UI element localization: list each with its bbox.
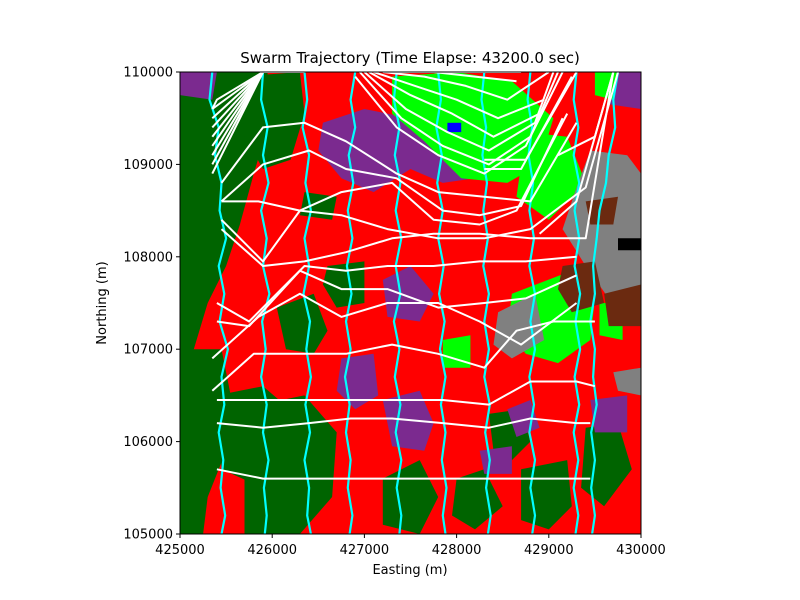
white-trajectory-0 [211, 72, 305, 110]
white-trajectory-26 [382, 72, 550, 101]
y-tick-label: 109000 [123, 158, 173, 173]
cropland-patch-35 [585, 196, 618, 225]
cyan-trajectory-9 [589, 72, 620, 534]
x-tick-label: 427000 [340, 543, 390, 558]
white-trajectory-14 [216, 255, 577, 323]
water-patch-36 [447, 122, 462, 133]
white-trajectory-25 [373, 72, 545, 120]
wetland-patch-15 [180, 72, 217, 100]
white-trajectory-24 [368, 72, 541, 138]
bare-patch-32 [613, 367, 641, 396]
white-trajectory-19 [216, 417, 591, 429]
cyan-trajectory-7 [526, 72, 537, 534]
white-trajectory-15 [216, 269, 577, 328]
x-axis-label: Easting (m) [372, 563, 447, 578]
x-tick-label: 430000 [616, 543, 666, 558]
wetland-patch-21 [590, 395, 628, 433]
grassland-patch-28 [442, 335, 471, 368]
white-trajectory-20 [216, 468, 591, 480]
x-tick-label: 426000 [247, 543, 297, 558]
plot-frame [179, 71, 642, 535]
wetland-patch-22 [479, 446, 512, 474]
y-tick-label: 107000 [123, 343, 173, 358]
y-tick-label: 105000 [123, 528, 173, 543]
cyan-trajectory-4 [392, 72, 403, 534]
cyan-trajectory-6 [480, 72, 492, 534]
forest-patch-4 [244, 395, 337, 534]
white-trajectory-1 [211, 72, 264, 119]
white-trajectory-8 [211, 72, 264, 110]
white-trajectory-9 [220, 121, 578, 203]
white-trajectory-12 [220, 72, 619, 263]
white-trajectory-17 [211, 320, 595, 392]
x-tick-label: 428000 [432, 543, 482, 558]
white-trajectory-10 [221, 113, 569, 226]
white-trajectory-layer [211, 72, 619, 480]
white-trajectory-30 [484, 76, 573, 170]
wetland-patch-20 [507, 400, 540, 437]
wetland-patch-17 [382, 266, 434, 322]
plot-area [180, 72, 641, 534]
white-trajectory-16 [211, 292, 578, 360]
cyan-trajectory-3 [343, 72, 357, 534]
white-trajectory-27 [392, 72, 517, 83]
white-trajectory-13 [220, 72, 615, 267]
white-trajectory-11 [220, 117, 564, 217]
white-trajectory-18 [216, 380, 596, 406]
cropland-patch-34 [604, 284, 641, 327]
cyan-trajectory-8 [572, 72, 582, 534]
y-tick-label: 108000 [123, 250, 173, 265]
white-trajectory-32 [538, 72, 615, 235]
nodata-patch-37 [618, 238, 641, 251]
white-trajectory-22 [359, 72, 559, 166]
x-tick-label: 429000 [524, 543, 574, 558]
forest-patch-5 [276, 293, 328, 354]
forest-patch-3 [239, 72, 305, 169]
forest-patch-0 [180, 72, 268, 359]
bare-patch-30 [562, 150, 641, 317]
y-axis: 105000 106000 107000 108000 109000 110000 [123, 66, 180, 543]
chart-title: Swarm Trajectory (Time Elapse: 43200.0 s… [240, 49, 580, 67]
x-axis: 425000 426000 427000 428000 429000 430000 [155, 534, 666, 558]
y-tick-label: 110000 [123, 66, 173, 81]
white-trajectory-7 [211, 72, 264, 175]
y-tick-label: 106000 [123, 435, 173, 450]
x-tick-label: 425000 [155, 543, 205, 558]
grassland-patch-24 [516, 132, 586, 220]
y-axis-label: Northing (m) [95, 261, 110, 344]
forest-patch-6 [322, 261, 365, 308]
